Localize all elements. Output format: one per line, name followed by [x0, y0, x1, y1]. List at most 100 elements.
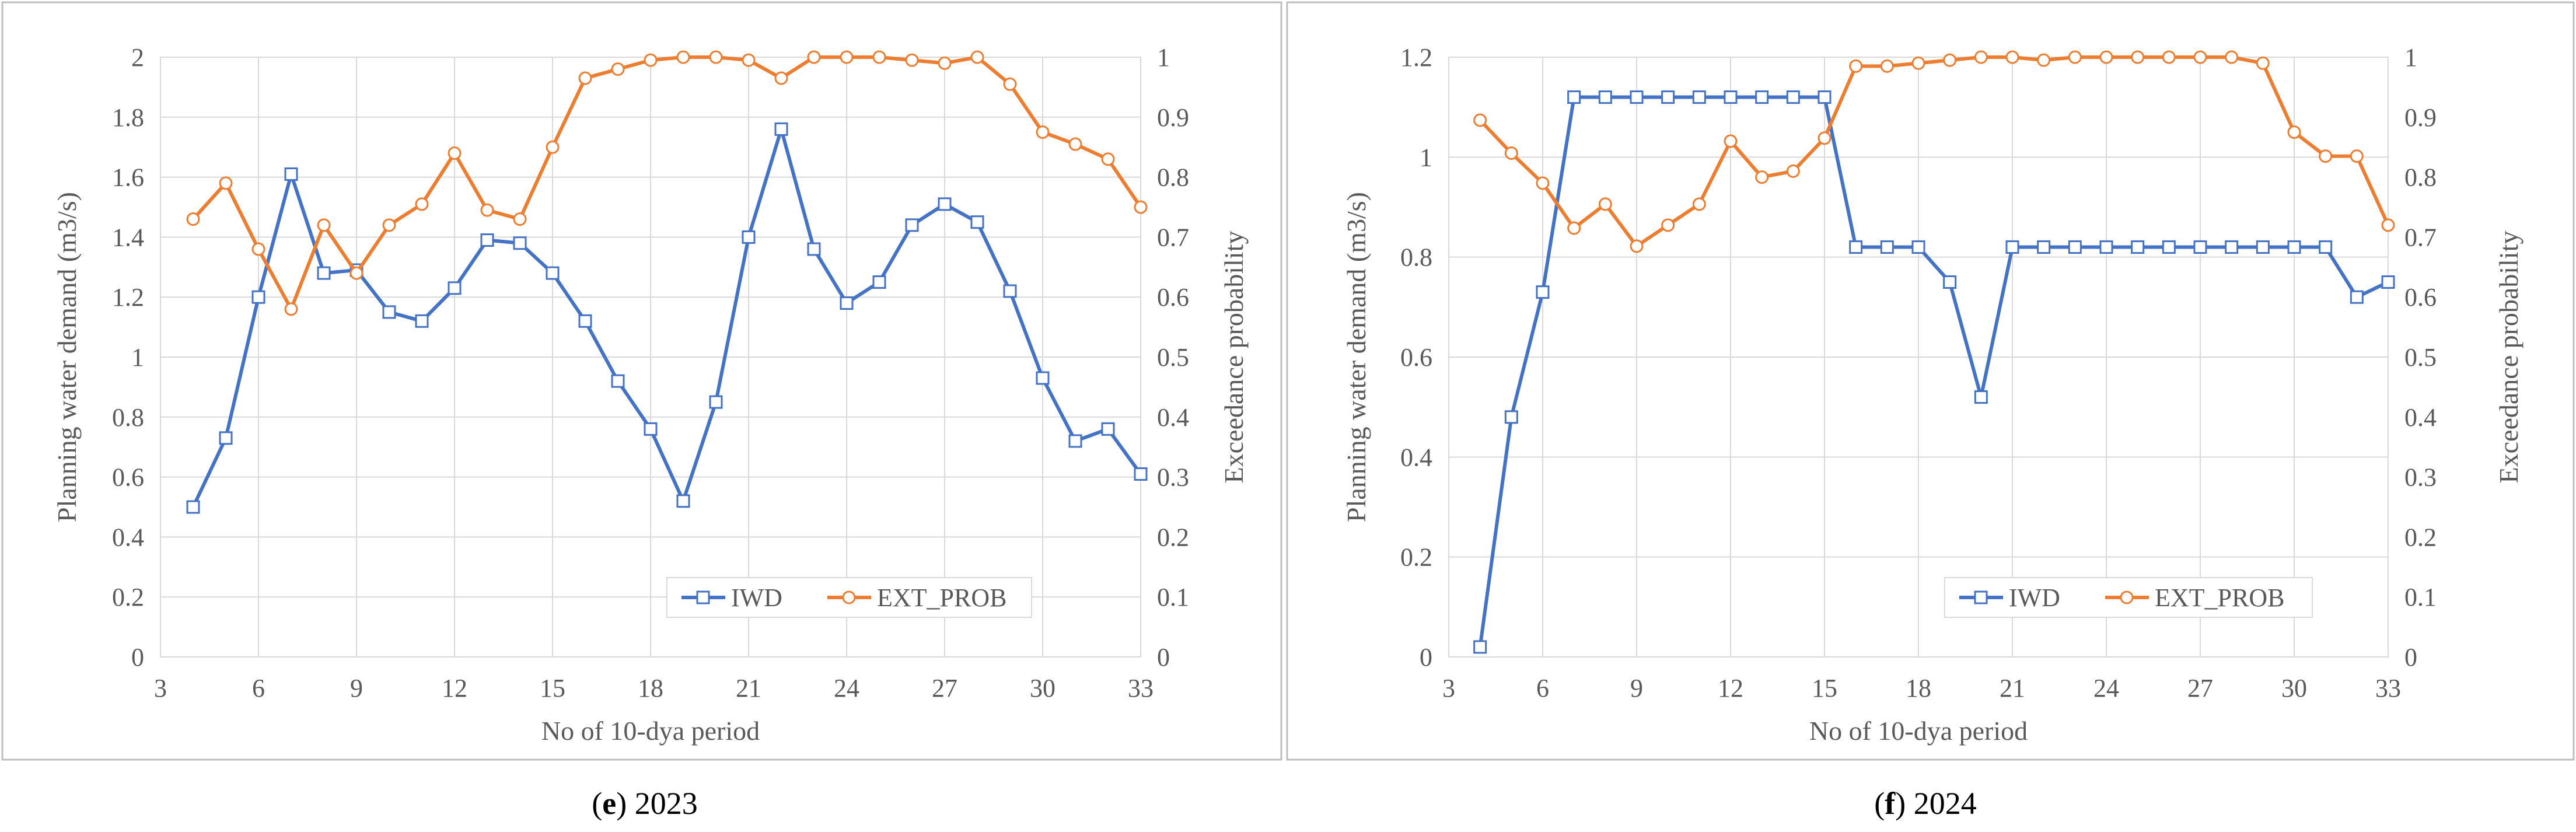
panel-f-iwd-point [1880, 240, 1894, 254]
panel-e-y-axis-title: Planning water demand (m3/s) [52, 192, 82, 522]
panel-e-legend-ext-prob-marker [842, 590, 856, 604]
panel-f-ext-prob-point [1692, 197, 1706, 211]
panel-e-ext-prob-point [219, 176, 233, 190]
panel-e-y2-tick-label: 0.9 [1157, 103, 1189, 132]
panel-e-legend-ext-prob-label: EXT_PROB [877, 583, 1006, 612]
panel-e-ext-prob-point [186, 212, 200, 226]
panel-e-ext-prob-point [676, 50, 690, 64]
panel-f-y-tick-label: 0.2 [1400, 543, 1432, 572]
panel-e-ext-prob-point [578, 71, 592, 85]
panel-e-ext-prob-point [415, 197, 429, 211]
panel-f-y2-tick-label: 0.3 [2404, 463, 2437, 492]
panel-f-x-tick-label: 27 [2187, 674, 2213, 702]
panel-f-ext-prob-point [1974, 50, 1988, 64]
panel-e-y2-tick-label: 0.3 [1157, 463, 1189, 492]
panel-e-x-tick-label: 9 [350, 674, 363, 702]
panel-e-ext-prob-point [480, 203, 494, 217]
panel-f-ext-prob-point [2287, 125, 2301, 139]
panel-f-y2-tick-label: 0.8 [2404, 163, 2437, 192]
panel-e-ext-prob-point [872, 50, 886, 64]
panel-f-iwd-point [1504, 410, 1518, 424]
panel-e-y-tick-label: 0.4 [112, 523, 144, 551]
panel-e-frame [1, 1, 1282, 761]
panel-e-y2-tick-label: 0.2 [1157, 523, 1189, 551]
panel-e-iwd-point [186, 500, 200, 514]
panel-e-y2-tick-label: 0.4 [1157, 403, 1189, 432]
panel-e-ext-prob-point [546, 140, 560, 154]
panel-e-y2-tick-label: 0.7 [1157, 223, 1189, 251]
panel-f-y-tick-label: 0.8 [1400, 243, 1432, 272]
panel-f-iwd-point [1943, 275, 1957, 289]
panel-e-ext-prob-point [709, 50, 723, 64]
panel-e-y-tick-label: 2 [131, 43, 144, 72]
panel-f-iwd-point [1817, 90, 1831, 104]
panel-e-iwd-point [644, 422, 658, 436]
panel-e-ext-prob-point [644, 53, 658, 67]
panel-f-x-tick-label: 9 [1630, 674, 1643, 702]
panel-f-ext-prob-point [2225, 50, 2239, 64]
panel-e-iwd-point [546, 266, 560, 280]
panel-e-y2-tick-label: 0.5 [1157, 343, 1189, 372]
panel-e-y-tick-label: 1.2 [112, 283, 144, 312]
panel-f-iwd-point [1755, 90, 1769, 104]
panel-e-x-tick-label: 21 [736, 674, 761, 702]
panel-e-iwd-point [1036, 371, 1050, 385]
panel-f-iwd-point [2099, 240, 2113, 254]
panel-e-x-tick-label: 30 [1030, 674, 1055, 702]
panel-e-iwd-point [448, 281, 462, 295]
panel-f-ext-prob-point [2256, 56, 2270, 70]
panel-f-ext-prob-point [1724, 134, 1738, 148]
panel-f-ext-prob-point [2162, 50, 2176, 64]
panel-e-ext-prob-line [191, 55, 1142, 311]
panel-e-y2-tick-label: 0.6 [1157, 283, 1189, 312]
panel-f-ext-prob-point [1504, 146, 1518, 160]
panel-f-ext-prob-point [2037, 53, 2051, 67]
panel-f-x-tick-label: 30 [2281, 674, 2307, 702]
panel-e-iwd-point [742, 230, 756, 244]
panel-e-x-tick-label: 24 [834, 674, 859, 702]
panel-e-ext-prob-point [382, 218, 396, 232]
panel-e-x-tick-label: 33 [1128, 674, 1154, 702]
panel-f-iwd-point [1724, 90, 1738, 104]
panel-f-y2-tick-label: 0.7 [2404, 223, 2437, 251]
panel-f-y2-tick-label: 0.1 [2404, 583, 2437, 611]
panel-e-ext-prob-point [251, 242, 265, 256]
panel-f-ext-prob-point [1911, 56, 1925, 70]
panel-e-y-tick-label: 0.6 [112, 463, 144, 492]
panel-e-iwd-point [219, 431, 233, 445]
panel-e-ext-prob-point [1101, 152, 1115, 166]
panel-e-iwd-point [840, 296, 854, 310]
panel-e-ext-prob-point [970, 50, 984, 64]
caption-e-year: 2023 [635, 786, 698, 821]
panel-f-iwd-point [1473, 640, 1487, 654]
caption-f-year: 2024 [1914, 786, 1977, 821]
panel-e-ext-prob-point [513, 212, 527, 226]
panel-e-iwd-point [1101, 422, 1115, 436]
panel-f-y2-tick-label: 0.4 [2404, 403, 2437, 432]
panel-f-iwd-point [2256, 240, 2270, 254]
panel-f-y2-tick-label: 0.2 [2404, 523, 2437, 551]
panel-e-y2-axis-title: Exceedance probability [1219, 231, 1249, 484]
panel-f-y2-tick-label: 0.6 [2404, 283, 2437, 312]
panel-e-ext-prob-point [840, 50, 854, 64]
panel-e-x-tick-label: 18 [638, 674, 663, 702]
panel-e-ext-prob-point [742, 53, 756, 67]
panel-f-iwd-point [2005, 240, 2019, 254]
panel-f-y-tick-label: 0 [1420, 643, 1432, 672]
panel-f-x-tick-label: 3 [1442, 674, 1455, 702]
panel-e-iwd-point [872, 275, 886, 289]
panel-e-iwd-point [807, 242, 821, 256]
panel-f-iwd-point [1536, 285, 1550, 299]
panel-e-x-tick-label: 3 [154, 674, 167, 702]
panel-f-legend: IWD EXT_PROB [1944, 577, 2313, 618]
panel-e-y2-tick-label: 1 [1157, 43, 1170, 72]
panel-e-y2-tick-label: 0.8 [1157, 163, 1189, 192]
panel-f-iwd-point [1974, 390, 1988, 404]
panel-f-ext-prob-point [1880, 59, 1894, 73]
panel-f-ext-prob-point [2131, 50, 2145, 64]
panel-e-y-tick-label: 0.8 [112, 403, 144, 432]
panel-f-x-tick-label: 21 [2000, 674, 2025, 702]
panel-e-iwd-point [578, 314, 592, 328]
panel-e-ext-prob-point [1036, 125, 1050, 139]
panel-e-ext-prob-point [284, 302, 298, 316]
